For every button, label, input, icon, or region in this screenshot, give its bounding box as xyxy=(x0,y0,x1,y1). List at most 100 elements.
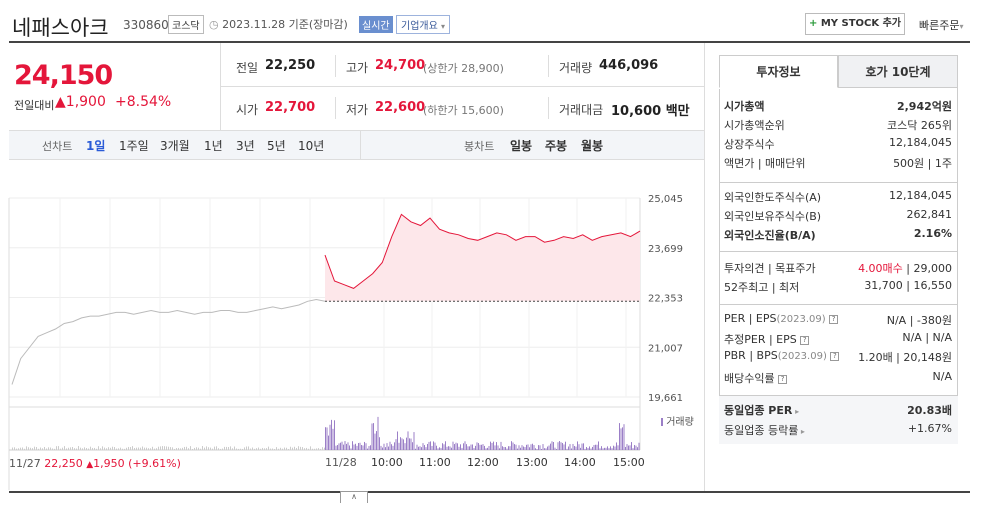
volume-bar xyxy=(310,446,311,450)
volume-bar xyxy=(617,445,619,450)
volume-bar xyxy=(349,445,350,450)
side-separator xyxy=(719,304,957,305)
volume-bar xyxy=(282,448,283,450)
volume-bar xyxy=(493,441,494,450)
volume-bar xyxy=(216,446,217,450)
period-3m[interactable]: 3개월 xyxy=(160,139,190,153)
volume-bar xyxy=(70,447,71,450)
clock-icon: ◷ xyxy=(209,18,219,31)
volume-bar xyxy=(206,446,207,450)
volume-bar xyxy=(389,441,391,450)
candle-monthly[interactable]: 월봉 xyxy=(581,139,604,153)
period-1w[interactable]: 1주일 xyxy=(119,139,149,153)
period-3y[interactable]: 3년 xyxy=(236,139,255,153)
help-icon[interactable]: ? xyxy=(830,352,840,361)
volume-bar xyxy=(132,446,133,450)
industry-per-row[interactable]: 동일업종 PER ▸ 20.83배 xyxy=(724,402,952,420)
volume-bar xyxy=(434,442,436,450)
volume-bars xyxy=(12,416,640,450)
volume-bar xyxy=(595,444,596,450)
volume-bar xyxy=(272,448,273,450)
volume-bar xyxy=(454,444,455,450)
volume-bar xyxy=(421,447,422,450)
current-price: 24,150 xyxy=(14,60,113,91)
price-chart[interactable]: 25,045 23,699 22,353 21,007 19,661 11/28 10:0… xyxy=(0,160,704,490)
candle-daily[interactable]: 일봉 xyxy=(510,139,533,153)
volume-bar xyxy=(30,447,31,450)
volume-bar xyxy=(598,441,599,450)
period-1y[interactable]: 1년 xyxy=(204,139,223,153)
volume-bar xyxy=(382,447,383,450)
volume-bar xyxy=(208,447,209,450)
header-divider xyxy=(9,41,970,43)
volume-bar xyxy=(286,447,287,450)
divider xyxy=(360,131,361,159)
volume-bar xyxy=(246,446,247,450)
volume-bar xyxy=(496,442,497,450)
corp-overview-dropdown[interactable]: 기업개요 ▾ xyxy=(396,15,451,34)
volume-bar xyxy=(218,448,219,450)
volume-bar xyxy=(623,424,625,450)
y-tick-label: 19,661 xyxy=(648,393,683,404)
volume-bar xyxy=(58,446,59,450)
volume-bar xyxy=(596,444,598,450)
collapse-button[interactable]: ∧ xyxy=(340,491,368,503)
volume-bar xyxy=(602,448,604,450)
candle-weekly[interactable]: 주봉 xyxy=(545,139,568,153)
volume-bar xyxy=(276,447,277,450)
volume-bar xyxy=(180,448,181,450)
y-tick-label: 25,045 xyxy=(648,194,683,205)
volume-bar xyxy=(526,444,527,450)
volume-bar xyxy=(592,446,593,450)
help-icon[interactable]: ? xyxy=(829,315,839,324)
volume-bar xyxy=(599,448,601,450)
chevron-right-icon: ▸ xyxy=(798,427,805,436)
period-5y[interactable]: 5년 xyxy=(267,139,286,153)
price-change-value: 1,900 xyxy=(65,94,106,110)
volume-bar xyxy=(404,443,406,450)
volume-bar xyxy=(484,445,485,450)
volume-bar xyxy=(565,441,566,450)
help-icon[interactable]: ? xyxy=(800,336,810,345)
tab-invest-info[interactable]: 투자정보 xyxy=(719,55,838,88)
tab-hoga[interactable]: 호가 10단계 xyxy=(838,55,958,88)
divider xyxy=(548,55,549,77)
volume-bar xyxy=(178,447,179,450)
my-stock-add-button[interactable]: + MY STOCK 추가 xyxy=(805,13,905,35)
opinion-row: 투자의견 | 목표주가 4.00매수 | 29,000 xyxy=(724,260,952,278)
volume-bar xyxy=(202,446,203,450)
volume-bar xyxy=(562,442,563,450)
volume-bar xyxy=(337,445,338,450)
quick-order-button[interactable]: 빠른주문▾ xyxy=(919,17,964,33)
help-icon[interactable]: ? xyxy=(778,375,788,384)
market-info-value: 500원 | 1주 xyxy=(893,157,952,170)
volume-bar xyxy=(431,445,433,450)
market-badge: 코스닥 xyxy=(168,15,204,34)
realtime-badge[interactable]: 실시간 xyxy=(359,16,393,33)
volume-bar xyxy=(68,447,69,450)
divider xyxy=(335,97,336,119)
volume-bar xyxy=(517,448,518,450)
volume-bar xyxy=(503,447,505,450)
industry-rate-row[interactable]: 동일업종 등락률 ▸ +1.67% xyxy=(724,422,952,440)
period-10y[interactable]: 10년 xyxy=(298,139,325,153)
volume-bar xyxy=(583,443,584,450)
volume-bar xyxy=(478,443,479,450)
volume-bar xyxy=(98,446,99,450)
prev-day-close: 22,250 xyxy=(44,457,83,470)
volume-bar xyxy=(475,445,476,450)
volume-bar xyxy=(44,446,45,450)
volume-bar xyxy=(362,445,364,450)
volume-bar xyxy=(156,448,157,450)
week52-label: 52주최고 | 최저 xyxy=(724,281,800,294)
period-1d[interactable]: 1일 xyxy=(86,139,106,153)
volume-bar xyxy=(138,447,139,450)
volume-bar xyxy=(334,420,335,450)
volume-bar xyxy=(300,446,301,450)
plus-icon: + xyxy=(808,18,818,29)
volume-bar xyxy=(535,448,536,450)
volume-bar xyxy=(194,447,195,450)
volume-bar xyxy=(296,447,297,450)
volume-bar xyxy=(343,444,344,450)
per-value: N/A | -380원 xyxy=(886,314,952,327)
